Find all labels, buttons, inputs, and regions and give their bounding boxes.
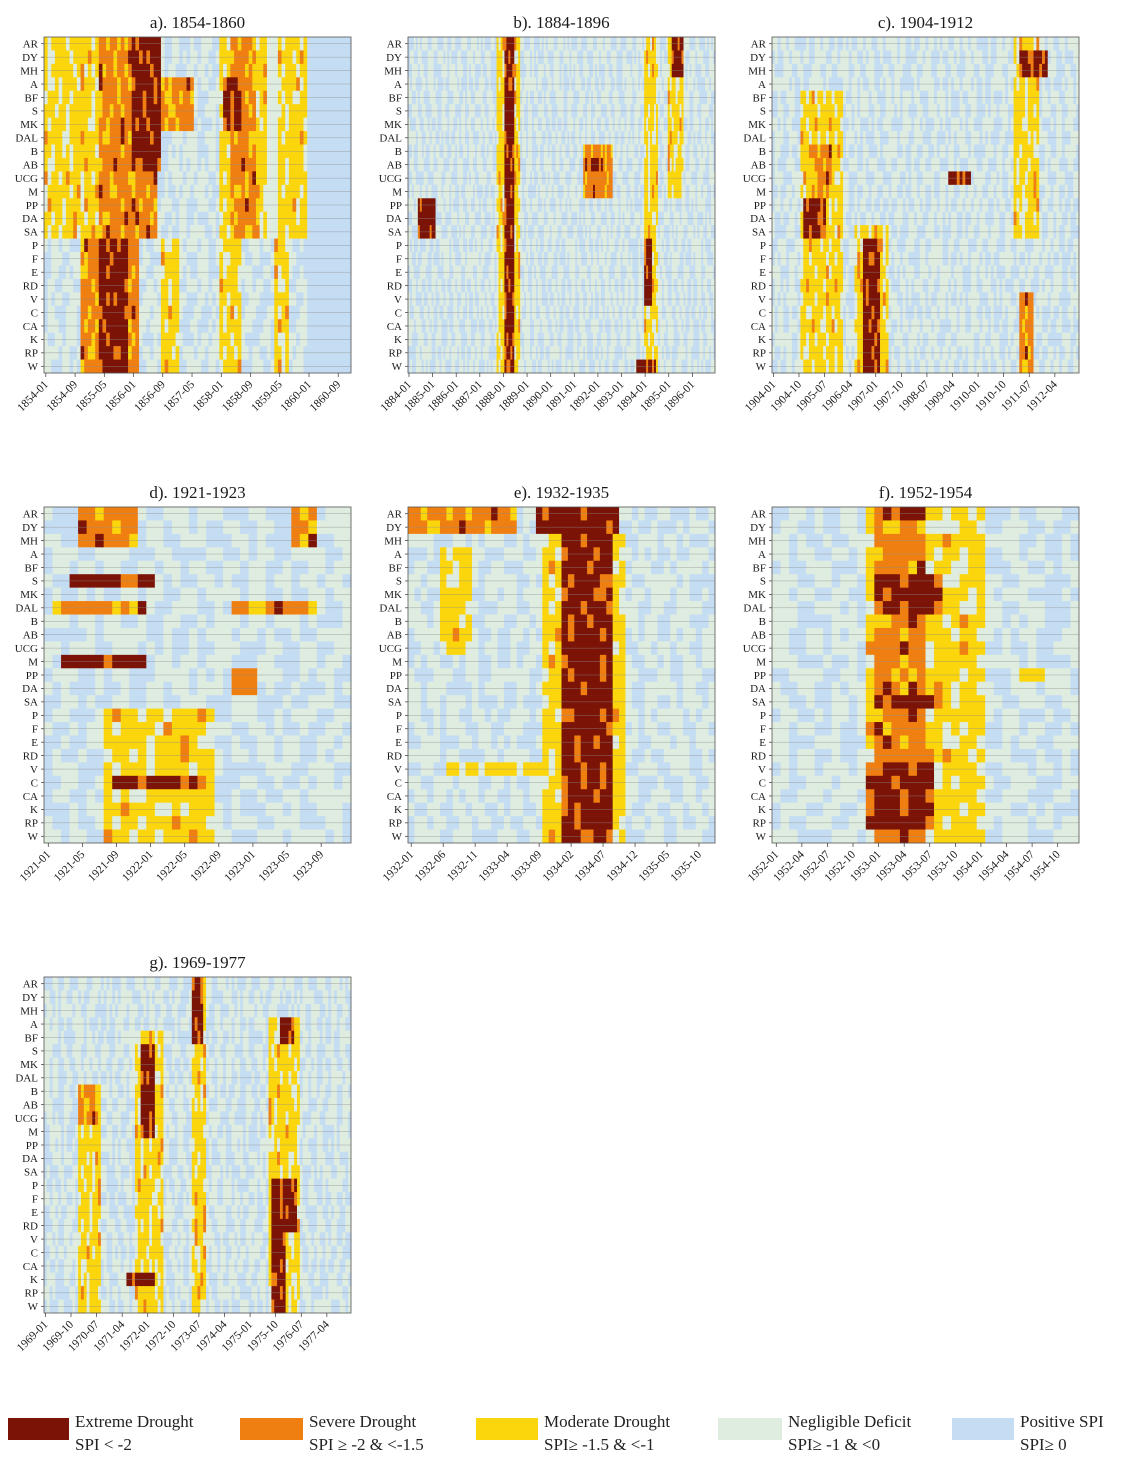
row-label: S (760, 106, 766, 118)
row-label: DY (750, 52, 766, 64)
row-label: AB (23, 159, 38, 171)
row-label: F (760, 254, 766, 266)
row-label: A (758, 79, 766, 91)
row-label: DY (22, 52, 38, 64)
row-label: P (760, 240, 766, 252)
row-label: V (758, 294, 766, 306)
panel-title: c). 1904-1912 (878, 13, 973, 32)
row-label: DAL (743, 133, 766, 145)
row-label: MH (20, 65, 38, 77)
row-label: K (30, 334, 38, 346)
row-label: RD (751, 280, 766, 292)
row-label: SA (24, 227, 38, 239)
row-label: MH (748, 65, 766, 77)
row-label: BF (25, 92, 38, 104)
row-label: CA (751, 321, 766, 333)
row-label: W (28, 361, 39, 373)
row-label: PP (26, 200, 38, 212)
plot-frame (43, 36, 352, 374)
row-label: BF (753, 92, 766, 104)
row-label: M (28, 186, 38, 198)
row-label: MK (748, 119, 766, 131)
row-label: M (756, 186, 766, 198)
row-label: CA (23, 321, 38, 333)
panel-title: b). 1884-1896 (513, 13, 609, 32)
row-label: F (32, 254, 38, 266)
row-label: B (31, 146, 38, 158)
row-label: V (30, 294, 38, 306)
row-label: UCG (743, 173, 766, 185)
row-label: AB (751, 159, 766, 171)
heatmap-b: b). 1884-1896ARDYMHABFSMKDALBABUCGMPPDAS… (379, 13, 716, 414)
row-label: DAL (15, 133, 38, 145)
row-label: DA (750, 213, 766, 225)
row-label: AR (751, 39, 767, 51)
row-label: DA (22, 213, 38, 225)
row-label: E (31, 267, 38, 279)
row-label: P (32, 240, 38, 252)
row-label: AR (23, 39, 39, 51)
row-label: E (759, 267, 766, 279)
row-label: W (756, 361, 767, 373)
row-label: C (31, 307, 38, 319)
row-label: MK (20, 119, 38, 131)
row-label: K (758, 334, 766, 346)
panel-title: a). 1854-1860 (150, 13, 245, 32)
row-label: C (759, 307, 766, 319)
row-label: B (759, 146, 766, 158)
row-label: SA (752, 227, 766, 239)
row-label: RP (753, 348, 766, 360)
row-label: S (32, 106, 38, 118)
row-label: UCG (15, 173, 38, 185)
row-label: PP (754, 200, 766, 212)
row-label: A (30, 79, 38, 91)
row-label: RD (23, 280, 38, 292)
row-label: RP (25, 348, 38, 360)
